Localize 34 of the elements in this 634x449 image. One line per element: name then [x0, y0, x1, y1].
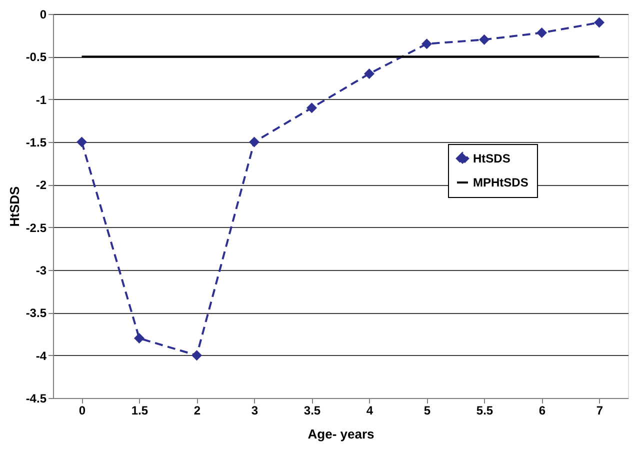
y-tick-label: -2.5 [26, 220, 47, 235]
x-axis-title: Age- years [308, 426, 374, 442]
point [364, 68, 374, 79]
y-tick-label: -3.5 [26, 306, 47, 320]
y-tick-label: -1.5 [26, 136, 47, 150]
y-tick-label: -4.5 [26, 392, 47, 406]
y-tick-label: -4 [36, 348, 47, 363]
x-tick-label: 6 [538, 404, 546, 418]
x-tick-label: 0 [78, 404, 86, 418]
legend-label: MPHtSDS [473, 176, 528, 190]
point [134, 333, 144, 344]
point [594, 17, 604, 28]
y-tick-label: 0 [40, 8, 47, 22]
point [422, 38, 432, 50]
x-tick-label: 3 [251, 404, 258, 418]
x-tick-label: 3.5 [304, 404, 321, 418]
x-tick-label: 5 [424, 404, 431, 418]
y-tick-label: -0.5 [26, 50, 47, 64]
point [479, 34, 490, 45]
point [249, 136, 260, 148]
x-tick-label: 7 [596, 404, 604, 418]
y-axis-title: HtSDS [6, 186, 22, 227]
point [192, 350, 202, 361]
point [536, 28, 547, 38]
x-tick-label: 5.5 [476, 404, 494, 418]
point [76, 136, 87, 148]
x-tick-label: 1.5 [131, 404, 148, 418]
x-tick-label: 2 [194, 404, 201, 418]
point [306, 102, 317, 114]
legend-label: HtSDS [473, 152, 510, 166]
y-tick-label: -2 [36, 178, 47, 192]
y-tick-label: -3 [36, 264, 47, 278]
y-tick-label: -1 [36, 92, 47, 107]
x-tick-label: 4 [366, 404, 374, 418]
